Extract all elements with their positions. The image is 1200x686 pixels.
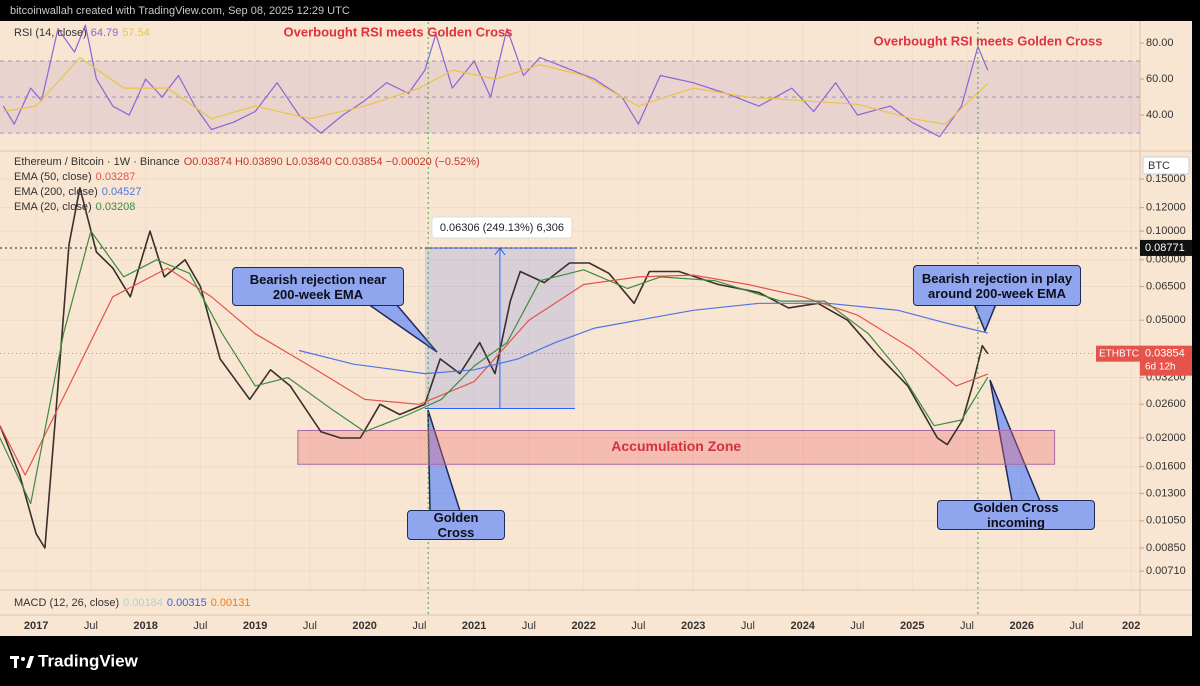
unit-box [1142,156,1190,175]
legend-name: EMA (50, close) [14,171,92,183]
y-tick-label: 0.01050 [1146,515,1186,527]
legend-entry: EMA (20, close) 0.03208 [14,201,135,213]
callout: Bearish rejection near 200-week EMA [232,267,404,306]
annotation: Overbought RSI meets Golden Cross [284,24,513,39]
x-tick-label: Jul [303,620,317,632]
x-tick-label: 2019 [243,620,267,632]
footer-brand: TradingView [38,651,139,670]
series-line [0,230,989,505]
last-price-tag [1140,345,1192,376]
series-line [2,24,989,138]
macd-legend: MACD (12, 26, close) 0.00184 0.00315 0.0013… [14,597,250,609]
y-tick-label: 0.08000 [1146,254,1186,266]
legend-value: 0.04527 [102,186,142,198]
x-tick-label: 2024 [790,620,815,632]
x-tick-label: 2021 [462,620,486,632]
chart-background [0,21,1192,636]
macd-value: 0.00184 [123,597,163,609]
legend-value: O0.03874 H0.03890 L0.03840 C0.03854 −0.0… [184,156,480,168]
annotation: Overbought RSI meets Golden Cross [874,33,1103,48]
measure-arrowhead [494,247,506,256]
legend-entry: RSI (14, close) 64.79 57.54 [14,27,150,39]
x-tick-label: Jul [193,620,207,632]
legend-name: EMA (20, close) [14,201,92,213]
x-tick-label: 2022 [571,620,595,632]
price-line-label: 0.08771 [1145,242,1185,254]
x-tick-label: 2020 [352,620,376,632]
legend-value: 57.54 [122,27,150,39]
legend-entry: Ethereum / Bitcoin · 1W · Binance O0.0387… [14,156,480,168]
symbol-label: ETHBTC [1099,348,1139,359]
x-tick-label: 2025 [900,620,924,632]
y-tick-label: 0.00710 [1146,565,1186,577]
legend-entry: EMA (200, close) 0.04527 [14,186,142,198]
series-line [3,56,989,125]
y-tick-label: 0.10000 [1146,225,1186,237]
x-tick-label: Jul [84,620,98,632]
y-tick-label: 0.12000 [1146,202,1186,214]
measure-label: 0.06306 (249.13%) 6,306 [440,222,564,234]
x-tick-label: Jul [741,620,755,632]
y-tick-label: 60.00 [1146,73,1174,85]
x-tick-label: Jul [960,620,974,632]
x-tick-label: Jul [412,620,426,632]
price-line-tag [1140,239,1192,256]
legend-value: 0.03287 [96,171,136,183]
legend-name: EMA (200, close) [14,186,98,198]
symbol-tag [1096,345,1140,362]
y-tick-label: 40.00 [1146,109,1174,121]
x-tick-label: Jul [850,620,864,632]
series-line [0,187,989,549]
y-tick-label: 0.15000 [1146,173,1186,185]
y-tick-label: 0.01600 [1146,461,1186,473]
axis-unit: BTC [1148,160,1170,172]
series-line [0,267,989,476]
header-credit: bitcoinwallah created with TradingView.c… [10,5,350,17]
accumulation-zone [297,429,1056,465]
x-tick-label: 2026 [1009,620,1033,632]
y-tick-label: 0.00850 [1146,542,1186,554]
legend-name: RSI (14, close) [14,27,87,39]
y-tick-label: 0.02000 [1146,432,1186,444]
y-tick-label: 80.00 [1146,37,1174,49]
callout: Bearish rejection in play around 200-wee… [913,265,1081,306]
x-tick-label: Jul [522,620,536,632]
callout: Golden Cross [407,510,505,540]
x-tick-label: 2018 [133,620,157,632]
x-tick-label: Jul [1069,620,1083,632]
macd-name: MACD (12, 26, close) [14,597,119,609]
legend-value: 64.79 [91,27,119,39]
brand-logo [10,656,34,668]
x-tick-label: Jul [631,620,645,632]
x-tick-label: 202 [1122,620,1140,632]
legend-value: 0.03208 [96,201,136,213]
callout: Golden Cross incoming [937,500,1095,530]
x-tick-label: 2017 [24,620,48,632]
y-tick-label: 0.01300 [1146,487,1186,499]
y-tick-label: 0.05000 [1146,314,1186,326]
macd-value: 0.00131 [211,597,251,609]
countdown-label: 6d 12h [1145,361,1176,372]
y-tick-label: 0.06500 [1146,280,1186,292]
measure-label-box [431,216,573,239]
legend-name: Ethereum / Bitcoin · 1W · Binance [14,156,180,168]
legend-entry: EMA (50, close) 0.03287 [14,171,135,183]
zone-label: Accumulation Zone [611,438,741,454]
last-price-label: 0.03854 [1145,348,1185,360]
x-tick-label: 2023 [681,620,705,632]
macd-value: 0.00315 [167,597,207,609]
series-line [298,302,988,375]
y-tick-label: 0.02600 [1146,398,1186,410]
